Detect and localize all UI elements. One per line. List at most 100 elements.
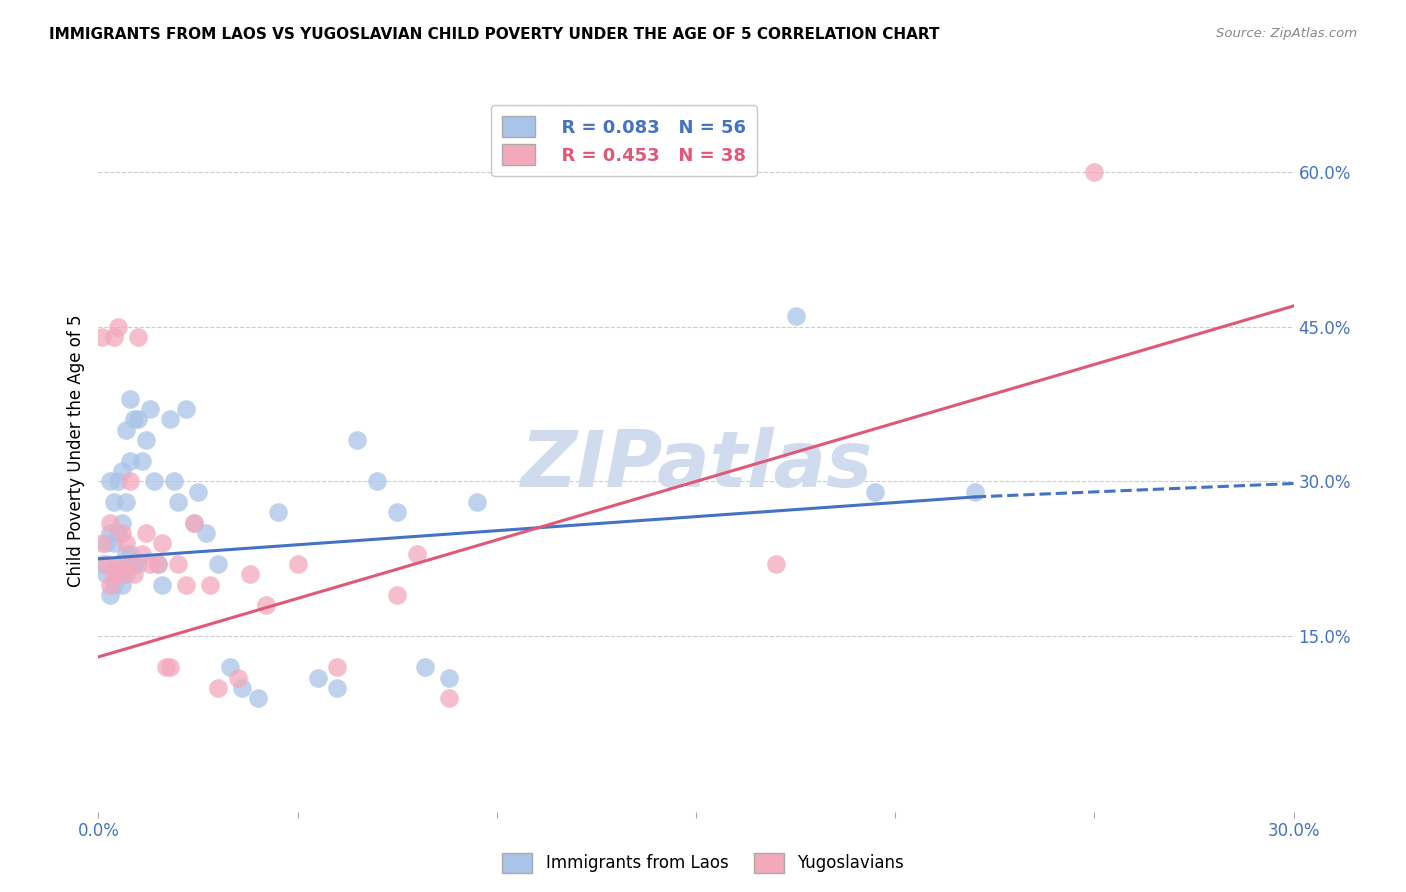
Point [111,516,134,530]
Point [167,495,190,509]
Point [135,526,157,541]
Point [91,536,114,550]
Point [143,475,166,489]
Point [267,505,290,519]
Point [107,557,129,571]
Point [111,464,134,478]
Point [111,577,134,591]
Point [96,567,118,582]
Point [91,330,114,344]
Point [865,484,887,499]
Point [120,547,142,561]
Point [385,505,409,519]
Point [127,412,149,426]
Point [207,681,229,695]
Point [785,310,807,324]
Point [115,567,138,582]
Point [127,330,149,344]
Point [406,547,429,561]
Point [111,557,134,571]
Point [465,495,488,509]
Point [124,557,146,571]
Point [307,671,329,685]
Point [437,691,460,706]
Point [131,547,153,561]
Point [127,557,149,571]
Point [115,423,138,437]
Point [150,577,173,591]
Point [207,557,229,571]
Point [103,567,125,582]
Point [96,557,118,571]
Point [148,557,170,571]
Text: IMMIGRANTS FROM LAOS VS YUGOSLAVIAN CHILD POVERTY UNDER THE AGE OF 5 CORRELATION: IMMIGRANTS FROM LAOS VS YUGOSLAVIAN CHIL… [49,27,939,42]
Point [437,671,460,685]
Point [120,454,142,468]
Point [198,577,221,591]
Point [96,536,118,550]
Point [239,567,262,582]
Point [124,412,146,426]
Point [219,660,242,674]
Point [103,495,125,509]
Point [107,567,129,582]
Point [120,557,142,571]
Point [765,557,787,571]
Legend:   R = 0.083   N = 56,   R = 0.453   N = 38: R = 0.083 N = 56, R = 0.453 N = 38 [492,105,756,176]
Point [183,516,205,530]
Point [183,516,205,530]
Point [91,557,114,571]
Point [135,433,157,447]
Text: ZIPatlas: ZIPatlas [520,427,872,503]
Point [115,547,138,561]
Point [120,475,142,489]
Point [346,433,368,447]
Point [107,319,129,334]
Point [385,588,409,602]
Point [139,557,162,571]
Point [246,691,269,706]
Text: Source: ZipAtlas.com: Source: ZipAtlas.com [1216,27,1357,40]
Point [131,454,153,468]
Point [103,577,125,591]
Y-axis label: Child Poverty Under the Age of 5: Child Poverty Under the Age of 5 [66,314,84,587]
Point [155,660,177,674]
Point [98,526,122,541]
Point [150,536,173,550]
Point [366,475,388,489]
Point [98,588,122,602]
Point [98,577,122,591]
Point [174,577,197,591]
Legend: Immigrants from Laos, Yugoslavians: Immigrants from Laos, Yugoslavians [496,847,910,880]
Point [98,516,122,530]
Point [226,671,249,685]
Point [159,412,181,426]
Point [195,526,218,541]
Point [148,557,170,571]
Point [167,557,190,571]
Point [111,567,134,582]
Point [107,526,129,541]
Point [963,484,986,499]
Point [139,402,162,417]
Point [326,660,349,674]
Point [103,536,125,550]
Point [120,392,142,406]
Point [103,330,125,344]
Point [231,681,253,695]
Point [413,660,436,674]
Point [98,475,122,489]
Point [287,557,309,571]
Point [254,599,277,613]
Point [163,475,186,489]
Point [1083,165,1105,179]
Point [107,475,129,489]
Point [326,681,349,695]
Point [111,526,134,541]
Point [115,536,138,550]
Point [115,495,138,509]
Point [159,660,181,674]
Point [174,402,197,417]
Point [124,567,146,582]
Point [187,484,209,499]
